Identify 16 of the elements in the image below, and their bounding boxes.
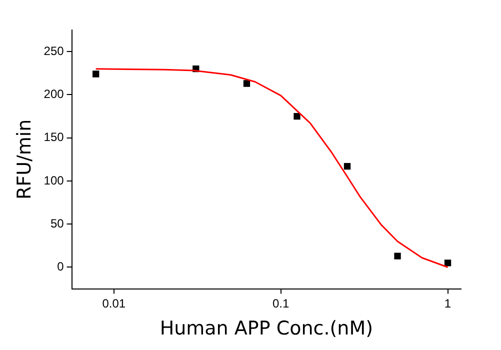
y-tick-label: 100: [44, 173, 64, 188]
y-tick-label: 150: [44, 130, 64, 144]
x-tick-label: 1: [444, 296, 452, 310]
y-axis-title: RFU/min: [13, 119, 36, 200]
point: [243, 80, 250, 87]
point: [294, 112, 300, 120]
point: [444, 260, 452, 266]
y-tick-label: 200: [44, 87, 64, 102]
x-tick-label: 0.01: [102, 296, 126, 310]
point: [394, 252, 401, 260]
y-tick-label: 0: [57, 260, 64, 274]
point: [344, 162, 351, 170]
x-tick-label: 0.1: [272, 296, 290, 310]
y-tick-label: 50: [50, 216, 64, 230]
y-tick-label: 250: [44, 44, 64, 58]
x-axis-title: Human APP Conc.(nM): [160, 318, 374, 340]
